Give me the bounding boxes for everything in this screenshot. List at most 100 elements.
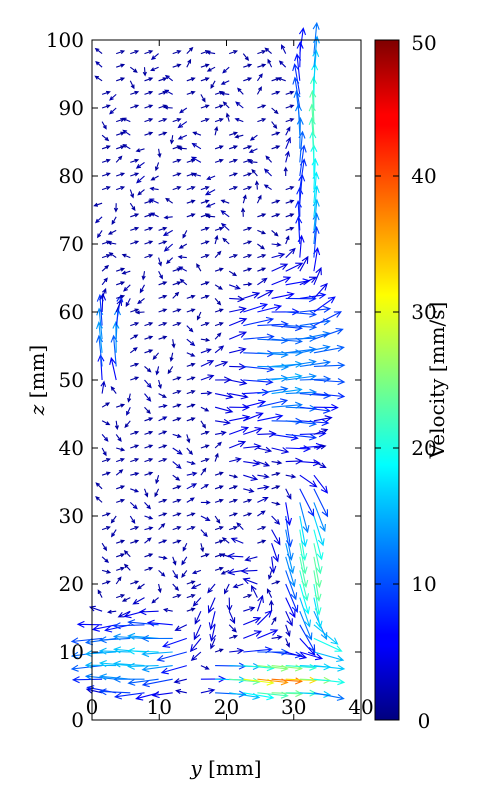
velocity-arrow (313, 664, 346, 672)
velocity-arrow (135, 148, 145, 153)
velocity-arrow (130, 458, 140, 463)
velocity-arrow (158, 131, 168, 136)
velocity-arrow (269, 556, 277, 574)
velocity-arrow (229, 346, 247, 354)
x-tick-label: 40 (348, 695, 373, 719)
velocity-arrow (101, 458, 111, 463)
velocity-arrow (248, 159, 258, 165)
velocity-arrow (162, 229, 173, 237)
velocity-arrow (181, 556, 188, 566)
velocity-arrow (101, 526, 111, 531)
velocity-arrow (130, 362, 140, 367)
velocity-arrow (162, 637, 187, 648)
velocity-arrow (116, 457, 125, 463)
velocity-arrow (116, 63, 126, 68)
velocity-arrow (207, 597, 216, 614)
velocity-arrow (101, 402, 111, 408)
velocity-arrow (222, 237, 230, 245)
velocity-arrow (220, 569, 230, 575)
velocity-arrow (127, 647, 159, 655)
velocity-arrow (130, 430, 140, 435)
velocity-arrow (175, 688, 187, 694)
velocity-arrow (313, 392, 346, 400)
velocity-arrow (257, 277, 268, 286)
velocity-arrow (76, 620, 103, 628)
y-tick-label: 10 (59, 640, 84, 664)
velocity-arrow (271, 485, 281, 490)
x-tick-labels: 0 10 20 30 40 (86, 695, 374, 719)
velocity-arrow (172, 512, 182, 517)
velocity-arrow (214, 406, 234, 414)
velocity-arrow (254, 180, 260, 190)
velocity-arrow (163, 105, 173, 110)
velocity-arrow (257, 484, 270, 491)
velocity-arrow (285, 247, 296, 258)
velocity-arrow (172, 63, 182, 68)
velocity-arrow (271, 263, 289, 272)
velocity-arrow (271, 242, 282, 247)
velocity-arrow (172, 570, 179, 580)
velocity-arrow (101, 447, 107, 457)
velocity-arrow (186, 390, 196, 395)
velocity-arrow (228, 317, 248, 327)
velocity-arrow (194, 610, 202, 625)
velocity-arrow (144, 131, 154, 136)
velocity-arrow (200, 322, 210, 327)
velocity-arrow (158, 90, 168, 95)
velocity-arrow (95, 496, 103, 503)
velocity-arrow (117, 610, 131, 618)
velocity-arrow (91, 624, 117, 632)
velocity-arrow (214, 441, 222, 449)
velocity-arrow (174, 624, 188, 631)
velocity-arrow (200, 467, 207, 476)
velocity-arrow (313, 344, 345, 354)
velocity-arrow (130, 104, 140, 109)
velocity-arrow (312, 21, 320, 54)
velocity-arrow (172, 376, 182, 381)
velocity-arrow (151, 597, 159, 604)
velocity-arrow (228, 440, 247, 449)
velocity-arrow (237, 87, 244, 95)
velocity-arrow (123, 549, 131, 558)
velocity-arrow (169, 135, 175, 145)
velocity-arrow (177, 121, 188, 129)
velocity-arrow (214, 345, 225, 354)
velocity-vectors (70, 21, 346, 701)
velocity-arrow (132, 597, 145, 605)
velocity-arrow (214, 226, 224, 231)
velocity-arrow (243, 487, 255, 493)
velocity-arrow (229, 306, 247, 314)
velocity-arrow (243, 412, 264, 422)
velocity-arrow (243, 426, 263, 435)
velocity-arrow (200, 104, 210, 109)
velocity-arrow (214, 539, 224, 544)
velocity-arrow (116, 447, 126, 452)
velocity-arrow (228, 331, 248, 340)
velocity-arrow (200, 348, 212, 354)
velocity-arrow (278, 60, 287, 68)
velocity-arrow (158, 498, 168, 503)
velocity-arrow (179, 278, 188, 286)
velocity-arrow (158, 523, 166, 530)
velocity-arrow (70, 637, 103, 645)
velocity-arrow (115, 434, 122, 443)
velocity-arrow (182, 542, 188, 552)
velocity-arrow (285, 199, 295, 204)
velocity-arrow (144, 240, 154, 245)
velocity-arrow (107, 241, 117, 246)
velocity-arrow (285, 226, 295, 231)
velocity-arrow (171, 339, 176, 349)
velocity-arrow (313, 556, 322, 589)
velocity-arrow (229, 295, 245, 303)
velocity-arrow (243, 333, 275, 341)
velocity-arrow (116, 172, 126, 177)
velocity-arrow (200, 444, 210, 449)
velocity-arrow (220, 80, 230, 85)
velocity-arrow (256, 73, 263, 82)
velocity-arrow (158, 308, 168, 313)
velocity-arrow (125, 298, 131, 308)
velocity-arrow (228, 624, 237, 633)
velocity-arrow (256, 594, 264, 612)
velocity-arrow (144, 50, 154, 55)
